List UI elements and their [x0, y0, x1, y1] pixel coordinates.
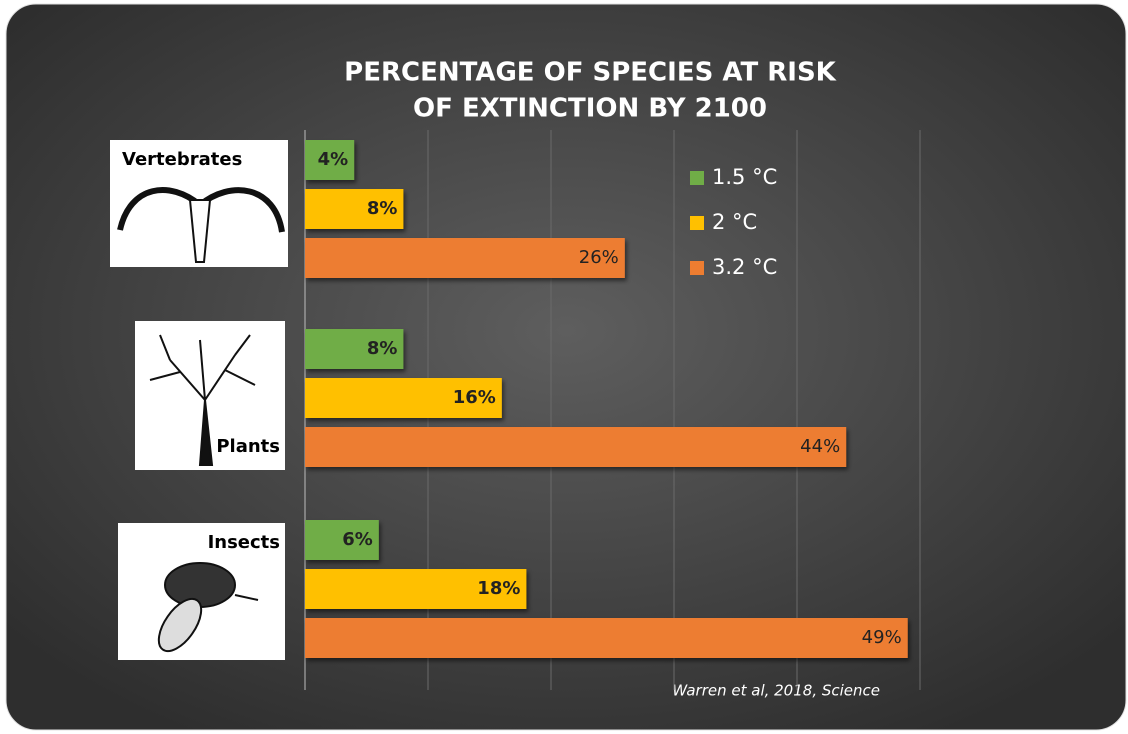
bar — [305, 427, 846, 467]
value-label: 8% — [367, 338, 398, 359]
legend-label: 2 °C — [712, 210, 757, 234]
value-label: 44% — [800, 436, 840, 457]
legend-swatch — [690, 261, 704, 275]
chart-title: OF EXTINCTION BY 2100 — [413, 94, 767, 124]
legend-swatch — [690, 171, 704, 185]
chart-title: PERCENTAGE OF SPECIES AT RISK — [344, 58, 836, 88]
category-label: Insects — [208, 532, 280, 553]
value-label: 6% — [342, 529, 373, 550]
value-label: 8% — [367, 198, 398, 219]
value-label: 49% — [862, 627, 902, 648]
category-label: Plants — [216, 436, 280, 457]
bar — [305, 238, 625, 278]
chart: PERCENTAGE OF SPECIES AT RISK OF EXTINCT… — [0, 0, 1128, 734]
value-label: 4% — [318, 149, 349, 170]
legend-label: 1.5 °C — [712, 165, 777, 189]
category-label: Vertebrates — [122, 149, 242, 170]
legend-swatch — [690, 216, 704, 230]
value-label: 26% — [579, 247, 619, 268]
legend-label: 3.2 °C — [712, 255, 777, 279]
page: {"chart_data": {"type": "bar", "orientat… — [0, 0, 1128, 734]
source-note: Warren et al, 2018, Science — [672, 682, 880, 700]
value-label: 16% — [453, 387, 496, 408]
value-label: 18% — [477, 578, 520, 599]
bar — [305, 618, 908, 658]
